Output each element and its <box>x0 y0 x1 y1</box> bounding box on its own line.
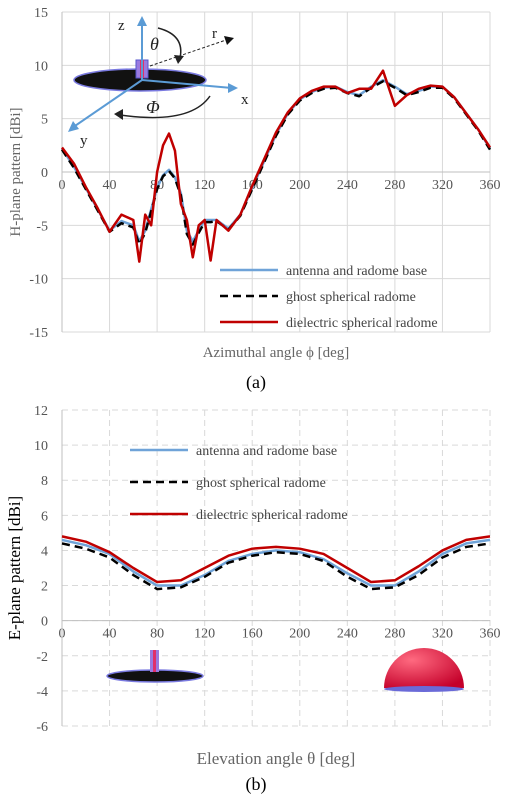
x-tick-label: 320 <box>432 178 453 193</box>
y-tick-label: 8 <box>41 474 48 489</box>
x-tick-label: 320 <box>432 627 453 642</box>
y-tick-label: -6 <box>36 720 48 735</box>
y-tick-label: 10 <box>34 439 48 454</box>
y-tick-label: -4 <box>36 685 48 700</box>
x-tick-label: 160 <box>242 627 263 642</box>
y-tick-label: -15 <box>29 326 48 341</box>
y-tick-label: 12 <box>34 404 48 419</box>
x-tick-label: 280 <box>384 627 405 642</box>
y-tick-label: 10 <box>34 59 48 74</box>
legend-label: antenna and radome base <box>286 264 427 279</box>
chart: -15-10-505101504080120160200240280320360… <box>8 6 501 393</box>
x-tick-label: 40 <box>103 178 117 193</box>
x-axis-label: Elevation angle θ [deg] <box>197 749 356 768</box>
charts: -15-10-505101504080120160200240280320360… <box>5 6 501 795</box>
x-tick-label: 120 <box>194 178 215 193</box>
inset-antenna-geometry <box>68 16 238 132</box>
y-axis-label: H-plane pattern [dBi] <box>8 107 24 236</box>
x-tick-label: 80 <box>150 627 164 642</box>
series-line <box>61 542 491 591</box>
x-tick-label: 40 <box>103 627 117 642</box>
axis-letter: z <box>118 18 125 34</box>
x-tick-label: 200 <box>289 627 310 642</box>
inset-radome <box>384 648 464 692</box>
legend-label: dielectric spherical radome <box>286 316 438 331</box>
x-tick-label: 240 <box>337 627 358 642</box>
axis-letter: x <box>241 92 249 108</box>
legend-label: ghost spherical radome <box>196 476 326 491</box>
series-line <box>60 80 492 246</box>
x-tick-label: 280 <box>384 178 405 193</box>
y-tick-label: 4 <box>41 544 48 559</box>
x-tick-label: 360 <box>480 627 501 642</box>
legend-label: antenna and radome base <box>196 444 337 459</box>
x-tick-label: 200 <box>289 178 310 193</box>
angle-letter: θ <box>150 34 159 54</box>
x-tick-label: 360 <box>480 178 501 193</box>
y-tick-label: 6 <box>41 509 48 524</box>
y-tick-label: -5 <box>36 219 48 234</box>
y-tick-label: 2 <box>41 580 48 595</box>
caption: (b) <box>246 774 267 795</box>
series-line <box>61 535 491 584</box>
angle-letter: Φ <box>146 97 160 117</box>
legend-label: dielectric spherical radome <box>196 508 348 523</box>
series-line <box>61 538 491 587</box>
axis-letter: y <box>80 133 88 149</box>
x-tick-label: 240 <box>337 178 358 193</box>
y-tick-label: 15 <box>34 6 48 21</box>
y-tick-label: 0 <box>41 615 48 630</box>
series-line <box>60 69 492 263</box>
inset-antenna <box>106 650 204 683</box>
x-tick-label: 120 <box>194 627 215 642</box>
y-tick-label: -2 <box>36 650 48 665</box>
y-tick-label: 0 <box>41 166 48 181</box>
legend-label: ghost spherical radome <box>286 290 416 305</box>
y-tick-label: 5 <box>41 113 48 128</box>
axis-letter: r <box>212 26 217 42</box>
y-axis-label: E-plane pattern [dBi] <box>5 496 24 640</box>
x-axis-label: Azimuthal angle ϕ [deg] <box>203 345 350 361</box>
y-tick-label: -10 <box>29 273 48 288</box>
chart: -6-4-20246810120408012016020024028032036… <box>5 404 501 795</box>
caption: (a) <box>246 372 266 393</box>
